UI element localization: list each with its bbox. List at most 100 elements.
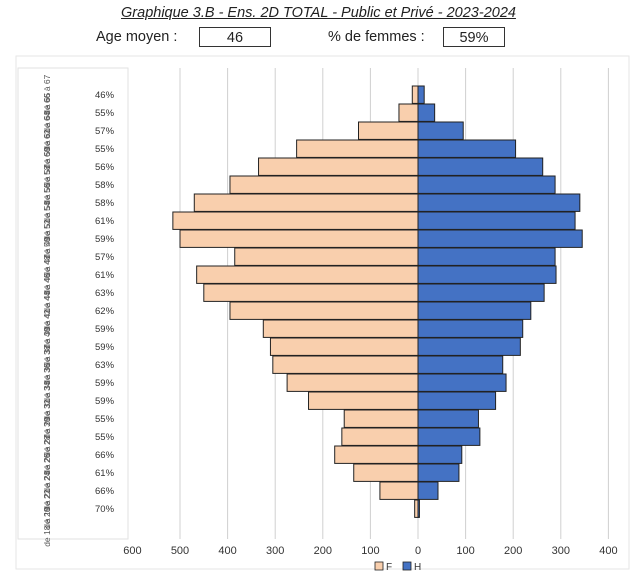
pct-femmes-label: % de femmes : — [328, 29, 425, 45]
bar-femmes — [379, 481, 419, 500]
bar-femmes — [358, 121, 419, 140]
bar-hommes — [417, 157, 544, 176]
pct-femmes-label: 61% — [95, 216, 115, 227]
bar-femmes — [172, 211, 419, 230]
x-tick-label: 100 — [361, 545, 379, 557]
pct-femmes-label: 58% — [95, 198, 115, 209]
bar-hommes — [417, 121, 464, 140]
age-range-label: de 40 à 41 — [42, 308, 52, 348]
bar-femmes — [343, 409, 419, 428]
bar-hommes — [417, 229, 583, 248]
bar-hommes — [417, 499, 420, 518]
age-range-label: de 58 à 59 — [42, 146, 52, 186]
pct-femmes-label: 70% — [95, 504, 115, 515]
bar-femmes — [341, 427, 419, 446]
x-tick-label: 500 — [171, 545, 189, 557]
age-range-label: de 66 à 67 — [42, 74, 52, 114]
pct-femmes-label: 61% — [95, 270, 115, 281]
bar-hommes — [417, 445, 463, 464]
pct-femmes-value: 59% — [443, 27, 505, 47]
pct-femmes-label: 57% — [95, 252, 115, 263]
pct-femmes-label: 59% — [95, 324, 115, 335]
bar-femmes — [193, 193, 419, 212]
age-range-label: de 28 à 29 — [42, 416, 52, 456]
pct-femmes-label: 55% — [95, 414, 115, 425]
age-moyen-value: 46 — [199, 27, 271, 47]
pct-femmes-label: 61% — [95, 468, 115, 479]
pct-femmes-label: 66% — [95, 450, 115, 461]
pct-femmes-label: 62% — [95, 306, 115, 317]
age-range-label: de 38 à 39 — [42, 326, 52, 366]
age-range-label: de 42 à 43 — [42, 290, 52, 330]
pct-femmes-label: 56% — [95, 162, 115, 173]
bar-femmes — [398, 103, 419, 122]
pct-femmes-label: 59% — [95, 396, 115, 407]
x-tick-label: 0 — [415, 545, 421, 557]
pct-femmes-label: 59% — [95, 342, 115, 353]
bar-femmes — [269, 337, 419, 356]
pct-femmes-label: 63% — [95, 360, 115, 371]
age-range-label: de 48 à 49 — [42, 236, 52, 276]
bar-femmes — [411, 85, 419, 104]
age-range-label: de 46 à 47 — [42, 254, 52, 294]
legend-swatch-hommes — [402, 561, 412, 571]
chart-frame — [15, 55, 630, 570]
legend-label-hommes: H — [414, 562, 421, 573]
pct-femmes-label: 59% — [95, 234, 115, 245]
x-tick-label: 300 — [552, 545, 570, 557]
pct-femmes-label: 46% — [95, 90, 115, 101]
bar-hommes — [417, 463, 460, 482]
bar-femmes — [234, 247, 419, 266]
x-tick-label: 200 — [314, 545, 332, 557]
pct-femmes-label: 59% — [95, 378, 115, 389]
age-range-label: de 60 à 61 — [42, 128, 52, 168]
pct-femmes-label: 58% — [95, 180, 115, 191]
x-tick-label: 200 — [504, 545, 522, 557]
legend-swatch-femmes — [374, 561, 384, 571]
bar-hommes — [417, 175, 556, 194]
age-range-label: de 20 à 21 — [42, 488, 52, 528]
bar-hommes — [417, 103, 436, 122]
chart-title: Graphique 3.B - Ens. 2D TOTAL - Public e… — [121, 5, 516, 21]
pct-femmes-label: 55% — [95, 108, 115, 119]
age-range-label: de 52 à 53 — [42, 200, 52, 240]
age-range-label: de 62 à 63 — [42, 110, 52, 150]
bar-hommes — [417, 319, 524, 338]
x-tick-label: 600 — [123, 545, 141, 557]
bar-hommes — [417, 247, 556, 266]
pct-femmes-label: 57% — [95, 126, 115, 137]
bar-femmes — [272, 355, 419, 374]
bar-femmes — [308, 391, 419, 410]
age-range-label: de 32 à 33 — [42, 380, 52, 420]
bar-hommes — [417, 265, 557, 284]
bar-hommes — [417, 211, 576, 230]
bar-femmes — [334, 445, 419, 464]
bar-hommes — [417, 355, 504, 374]
age-range-label: de 34 à 35 — [42, 362, 52, 402]
bar-femmes — [258, 157, 419, 176]
bar-hommes — [417, 85, 425, 104]
bar-femmes — [353, 463, 419, 482]
age-range-label: de 18 à 19 — [42, 506, 52, 546]
bar-femmes — [229, 175, 419, 194]
age-range-label: de 26 à 27 — [42, 434, 52, 474]
bar-hommes — [417, 391, 497, 410]
bar-hommes — [417, 427, 481, 446]
label-panel — [17, 67, 129, 540]
bar-hommes — [417, 373, 507, 392]
age-range-label: de 50 à 51 — [42, 218, 52, 258]
bar-hommes — [417, 193, 581, 212]
age-range-label: de 30 à 31 — [42, 398, 52, 438]
bar-hommes — [417, 481, 439, 500]
legend-label-femmes: F — [386, 562, 392, 573]
pct-femmes-label: 55% — [95, 432, 115, 443]
age-range-label: de 24 à 25 — [42, 452, 52, 492]
x-tick-label: 400 — [218, 545, 236, 557]
bar-hommes — [417, 283, 545, 302]
x-tick-label: 300 — [266, 545, 284, 557]
pct-femmes-label: 66% — [95, 486, 115, 497]
age-range-label: de 56 à 57 — [42, 164, 52, 204]
bar-hommes — [417, 139, 517, 158]
age-range-label: de 22 à 23 — [42, 470, 52, 510]
